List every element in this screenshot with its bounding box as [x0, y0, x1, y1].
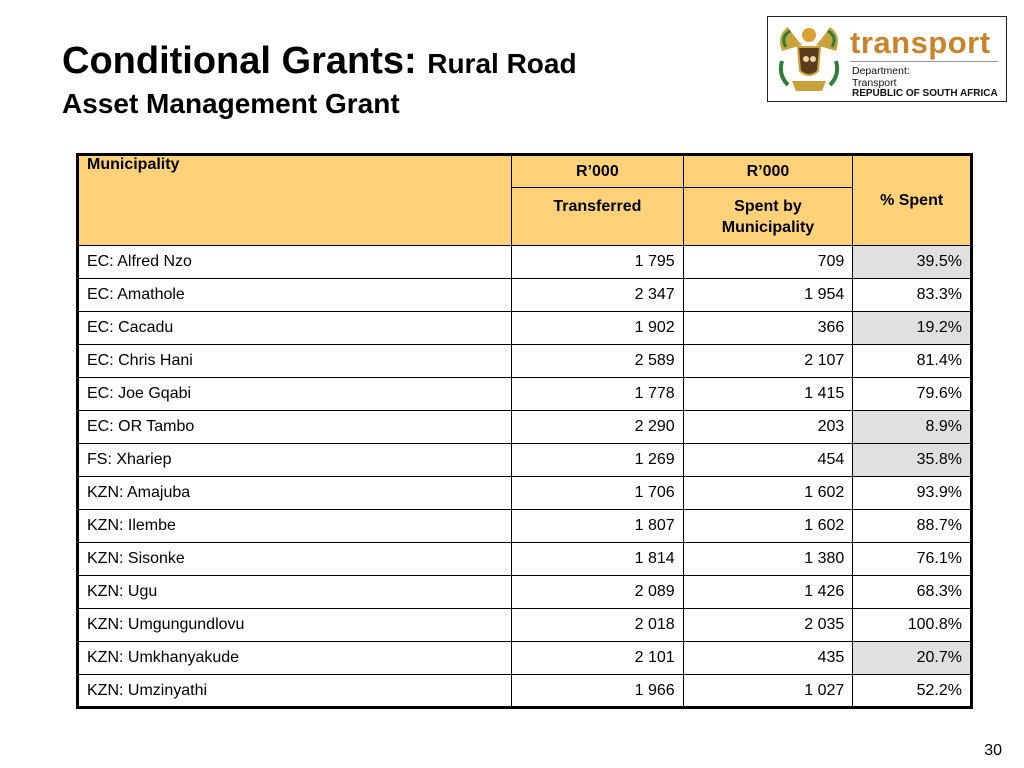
cell-transferred: 1 902 [511, 311, 684, 345]
cell-spent: 435 [682, 641, 854, 675]
cell-pct-spent: 76.1% [852, 542, 972, 576]
table-row: EC: Cacadu 1 902 366 19.2% [76, 311, 972, 345]
header-spent: Spent by Municipality [682, 187, 854, 246]
cell-municipality: KZN: Umzinyathi [76, 674, 513, 708]
cell-municipality: KZN: Umkhanyakude [76, 641, 513, 675]
cell-pct-spent: 83.3% [852, 278, 972, 312]
cell-municipality: FS: Xhariep [76, 443, 513, 477]
header-municipality: Municipality [76, 154, 513, 246]
logo-department: Department: Transport [852, 65, 910, 89]
header-transferred: Transferred [511, 187, 684, 246]
cell-spent: 1 426 [682, 575, 854, 609]
cell-municipality: KZN: Ilembe [76, 509, 513, 543]
table-row: KZN: Amajuba 1 706 1 602 93.9% [76, 476, 972, 510]
cell-spent: 366 [682, 311, 854, 345]
cell-pct-spent: 68.3% [852, 575, 972, 609]
cell-pct-spent: 39.5% [852, 245, 972, 279]
cell-transferred: 1 795 [511, 245, 684, 279]
cell-transferred: 2 290 [511, 410, 684, 444]
logo-divider [850, 61, 998, 62]
cell-transferred: 2 589 [511, 344, 684, 378]
table-row: KZN: Sisonke 1 814 1 380 76.1% [76, 542, 972, 576]
table-row: FS: Xhariep 1 269 454 35.8% [76, 443, 972, 477]
header-unit-spent: R’000 [682, 154, 854, 188]
cell-spent: 709 [682, 245, 854, 279]
cell-spent: 454 [682, 443, 854, 477]
slide-title: Conditional Grants: Rural Road Asset Man… [62, 40, 577, 121]
cell-municipality: KZN: Amajuba [76, 476, 513, 510]
title-sub-part1: Rural Road [427, 48, 577, 79]
table-row: EC: OR Tambo 2 290 203 8.9% [76, 410, 972, 444]
cell-municipality: KZN: Sisonke [76, 542, 513, 576]
cell-transferred: 2 089 [511, 575, 684, 609]
header-pct-spent: % Spent [852, 154, 972, 246]
table-row: EC: Joe Gqabi 1 778 1 415 79.6% [76, 377, 972, 411]
cell-pct-spent: 20.7% [852, 641, 972, 675]
cell-pct-spent: 81.4% [852, 344, 972, 378]
cell-municipality: EC: Chris Hani [76, 344, 513, 378]
cell-municipality: EC: Alfred Nzo [76, 245, 513, 279]
table-body: EC: Alfred Nzo 1 795 709 39.5% EC: Amathole 2… [76, 245, 972, 708]
logo-wordmark: transport [850, 25, 991, 60]
cell-transferred: 2 347 [511, 278, 684, 312]
header-row-labels: Transferred Spent by Municipality [78, 187, 972, 246]
title-sub-part2: Asset Management Grant [62, 88, 400, 119]
cell-spent: 2 035 [682, 608, 854, 642]
cell-municipality: KZN: Umgungundlovu [76, 608, 513, 642]
table-row: EC: Amathole 2 347 1 954 83.3% [76, 278, 972, 312]
cell-transferred: 1 269 [511, 443, 684, 477]
cell-municipality: EC: Cacadu [76, 311, 513, 345]
cell-transferred: 2 018 [511, 608, 684, 642]
header-unit-transferred: R’000 [511, 154, 684, 188]
logo-country: REPUBLIC OF SOUTH AFRICA [852, 88, 998, 99]
cell-spent: 1 954 [682, 278, 854, 312]
table-row: KZN: Ilembe 1 807 1 602 88.7% [76, 509, 972, 543]
cell-spent: 1 027 [682, 674, 854, 708]
grants-table: Municipality R’000 R’000 % Spent Transfe… [76, 153, 973, 709]
table-row: KZN: Ugu 2 089 1 426 68.3% [76, 575, 972, 609]
cell-pct-spent: 88.7% [852, 509, 972, 543]
cell-municipality: KZN: Ugu [76, 575, 513, 609]
title-main: Conditional Grants: [62, 40, 417, 82]
page-number: 30 [984, 742, 1002, 759]
cell-pct-spent: 35.8% [852, 443, 972, 477]
cell-spent: 1 380 [682, 542, 854, 576]
cell-spent: 1 415 [682, 377, 854, 411]
cell-pct-spent: 19.2% [852, 311, 972, 345]
cell-pct-spent: 93.9% [852, 476, 972, 510]
cell-pct-spent: 100.8% [852, 608, 972, 642]
table-row: EC: Chris Hani 2 589 2 107 81.4% [76, 344, 972, 378]
cell-transferred: 1 807 [511, 509, 684, 543]
cell-spent: 2 107 [682, 344, 854, 378]
cell-spent: 203 [682, 410, 854, 444]
cell-transferred: 2 101 [511, 641, 684, 675]
cell-transferred: 1 966 [511, 674, 684, 708]
coat-of-arms-icon [778, 27, 840, 91]
cell-transferred: 1 706 [511, 476, 684, 510]
table-row: KZN: Umkhanyakude 2 101 435 20.7% [76, 641, 972, 675]
cell-pct-spent: 8.9% [852, 410, 972, 444]
table-row: EC: Alfred Nzo 1 795 709 39.5% [76, 245, 972, 279]
cell-municipality: EC: Amathole [76, 278, 513, 312]
cell-municipality: EC: OR Tambo [76, 410, 513, 444]
cell-transferred: 1 778 [511, 377, 684, 411]
table-row: KZN: Umgungundlovu 2 018 2 035 100.8% [76, 608, 972, 642]
cell-pct-spent: 52.2% [852, 674, 972, 708]
transport-logo: transport Department: Transport REPUBLIC… [767, 16, 1007, 102]
cell-spent: 1 602 [682, 509, 854, 543]
table-row: KZN: Umzinyathi 1 966 1 027 52.2% [76, 674, 972, 708]
cell-spent: 1 602 [682, 476, 854, 510]
cell-transferred: 1 814 [511, 542, 684, 576]
header-row-units: Municipality R’000 R’000 % Spent [76, 154, 972, 246]
cell-municipality: EC: Joe Gqabi [76, 377, 513, 411]
cell-pct-spent: 79.6% [852, 377, 972, 411]
